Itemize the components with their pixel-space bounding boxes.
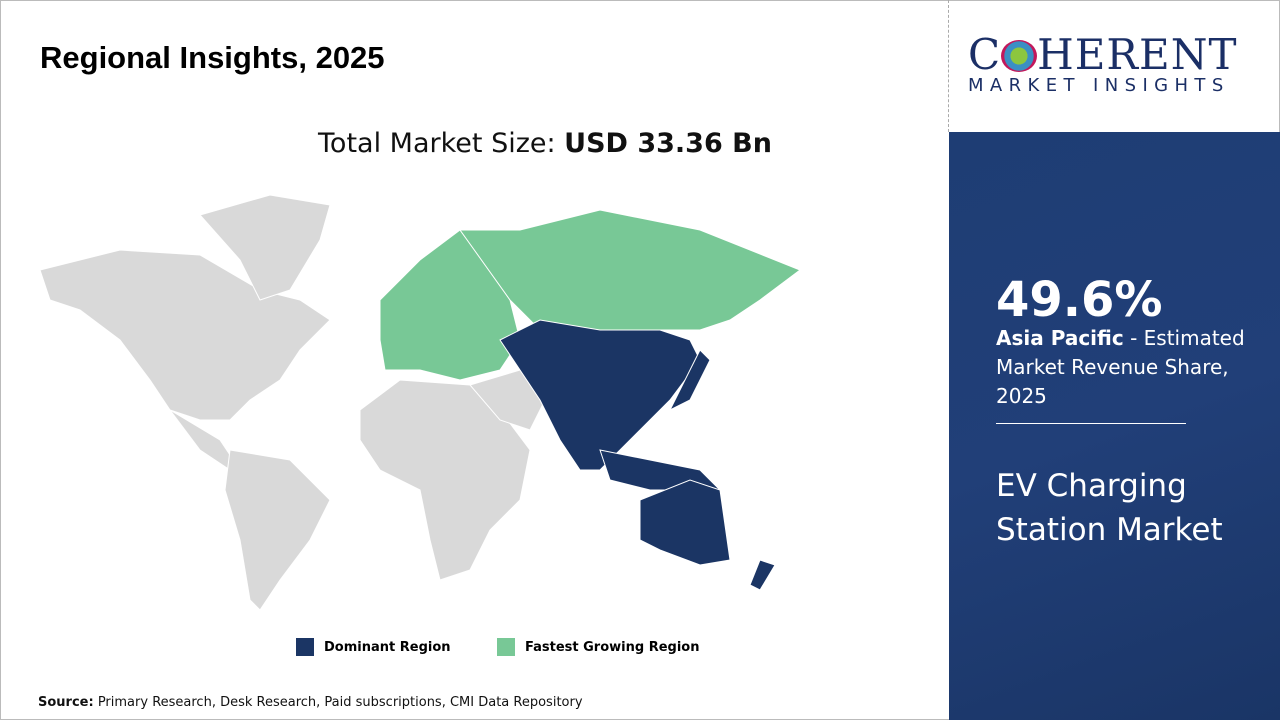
region-australia	[639, 479, 731, 566]
source-note: Source: Primary Research, Desk Research,…	[38, 695, 583, 710]
region-name: Asia Pacific	[996, 326, 1124, 350]
page-title: Regional Insights, 2025	[40, 40, 385, 75]
highlight-panel: 49.6% Asia Pacific - Estimated Market Re…	[949, 132, 1280, 720]
share-value: 49.6%	[996, 272, 1163, 328]
region-south-america	[224, 449, 331, 611]
market-name-line2: Station Market	[996, 512, 1223, 548]
legend-dominant: Dominant Region	[296, 638, 451, 656]
logo-subtitle: MARKET INSIGHTS	[968, 75, 1230, 96]
logo-wordmark: C HERENT	[968, 30, 1238, 79]
legend-label: Dominant Region	[324, 639, 451, 655]
legend-label: Fastest Growing Region	[525, 639, 700, 655]
legend-swatch-dominant	[296, 638, 314, 656]
region-asia	[499, 319, 701, 471]
region-middle-east	[469, 369, 546, 431]
total-market-size: Total Market Size: USD 33.36 Bn	[0, 128, 1090, 159]
legend-fastest: Fastest Growing Region	[497, 638, 699, 656]
market-name: EV Charging Station Market	[996, 464, 1223, 552]
logo-globe-icon	[1001, 40, 1038, 72]
region-japan	[668, 349, 711, 412]
market-name-line1: EV Charging	[996, 468, 1187, 504]
total-label: Total Market Size:	[318, 128, 565, 159]
share-description: Asia Pacific - Estimated Market Revenue …	[996, 324, 1256, 411]
total-value: USD 33.36 Bn	[564, 128, 772, 159]
legend-swatch-fastest	[497, 638, 515, 656]
company-logo: C HERENT MARKET INSIGHTS	[968, 30, 1237, 96]
panel-divider	[996, 423, 1186, 424]
divider	[948, 0, 949, 132]
source-text: Primary Research, Desk Research, Paid su…	[93, 695, 583, 710]
source-label: Source:	[38, 695, 94, 710]
share-desc-text: - Estimated Market Revenue Share, 2025	[996, 326, 1245, 408]
region-greenland	[199, 194, 331, 301]
world-map	[39, 194, 802, 611]
region-new-zealand	[749, 559, 776, 591]
